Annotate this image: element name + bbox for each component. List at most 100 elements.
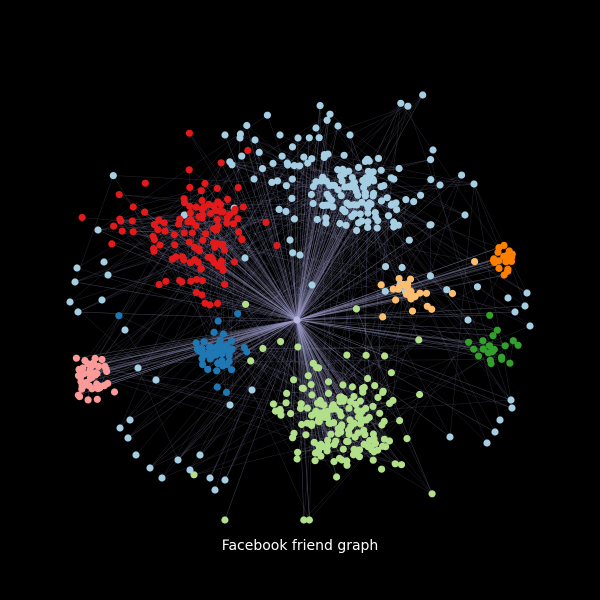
node-light-blue — [377, 197, 386, 205]
edge — [296, 291, 412, 321]
node-light-green — [316, 396, 324, 405]
edge — [137, 367, 179, 461]
edge — [275, 319, 298, 412]
node-light-blue — [358, 217, 366, 225]
edge — [324, 224, 431, 412]
edge — [296, 319, 498, 331]
edge — [398, 289, 413, 312]
edge — [307, 162, 343, 210]
edge — [220, 211, 298, 321]
edge — [234, 208, 298, 321]
node-light-blue — [221, 476, 229, 484]
node-red — [201, 230, 210, 238]
node-dark-blue — [216, 336, 224, 345]
node-red — [197, 265, 205, 273]
edge — [240, 133, 350, 206]
edge — [244, 158, 379, 259]
node-red — [185, 166, 193, 174]
edge — [132, 220, 197, 293]
node-light-blue — [461, 211, 469, 219]
edge — [355, 183, 475, 189]
edge — [326, 120, 371, 175]
edge — [296, 211, 346, 321]
node-red — [217, 159, 225, 167]
node-light-blue — [351, 184, 359, 192]
node-light-blue — [382, 263, 390, 271]
edge — [189, 241, 431, 277]
edge — [222, 268, 232, 341]
edge — [214, 186, 314, 491]
node-light-blue — [365, 201, 373, 209]
edge — [224, 319, 298, 481]
edge — [159, 244, 383, 393]
edge — [296, 186, 345, 321]
edge — [101, 256, 177, 360]
node-light-green — [356, 410, 364, 418]
node-light-blue — [312, 124, 320, 132]
edge — [339, 223, 403, 268]
node-light-blue — [361, 192, 369, 200]
node-red — [234, 184, 242, 192]
edge — [473, 183, 500, 248]
node-red — [211, 226, 219, 234]
node-red — [161, 227, 169, 235]
node-dark-blue — [198, 355, 206, 363]
edge — [241, 156, 298, 321]
node-light-blue — [392, 199, 400, 207]
edge — [296, 158, 312, 321]
node-light-green — [287, 410, 295, 418]
edge — [380, 186, 513, 409]
edge — [74, 175, 114, 283]
node-light-blue — [305, 134, 313, 142]
node-light-green — [371, 382, 379, 390]
edge — [296, 284, 313, 321]
node-light-green — [221, 516, 229, 524]
edge — [340, 103, 401, 177]
edge — [144, 211, 342, 426]
node-light-green — [360, 426, 368, 434]
edge — [218, 211, 224, 267]
node-light-blue — [104, 271, 112, 279]
node-red — [115, 191, 123, 199]
node-light-blue — [276, 131, 284, 139]
node-light-green — [305, 516, 313, 524]
edge — [229, 214, 475, 262]
edge — [329, 114, 400, 169]
node-light-blue — [427, 156, 435, 164]
edge — [217, 319, 298, 388]
node-light-blue — [71, 278, 79, 286]
node-red — [221, 280, 229, 288]
edge — [286, 393, 318, 404]
node-red — [193, 275, 201, 284]
node-light-green — [269, 400, 277, 408]
edge — [178, 223, 498, 331]
edge — [327, 153, 466, 216]
edge — [285, 185, 330, 212]
edge — [290, 319, 298, 414]
node-light-blue — [323, 116, 331, 124]
node-light-blue — [121, 326, 129, 334]
node-dark-blue — [226, 347, 235, 355]
edge — [113, 202, 185, 227]
edge — [406, 394, 420, 439]
edge — [189, 286, 478, 471]
edge — [90, 374, 293, 438]
node-light-green — [314, 417, 322, 425]
edge — [193, 408, 366, 475]
node-dark-blue — [213, 367, 221, 375]
node-red — [230, 258, 238, 266]
node-light-blue — [464, 316, 472, 324]
edge — [239, 137, 368, 206]
node-light-green — [294, 343, 302, 351]
edge — [296, 227, 378, 321]
edge — [356, 308, 408, 439]
edge — [93, 137, 241, 364]
edge — [253, 178, 292, 199]
node-pink — [86, 366, 94, 374]
edge — [296, 287, 408, 321]
edge — [221, 261, 298, 321]
node-dark-blue — [234, 310, 242, 318]
edge — [77, 187, 364, 313]
node-light-green — [337, 412, 345, 420]
node-light-blue — [521, 302, 529, 310]
